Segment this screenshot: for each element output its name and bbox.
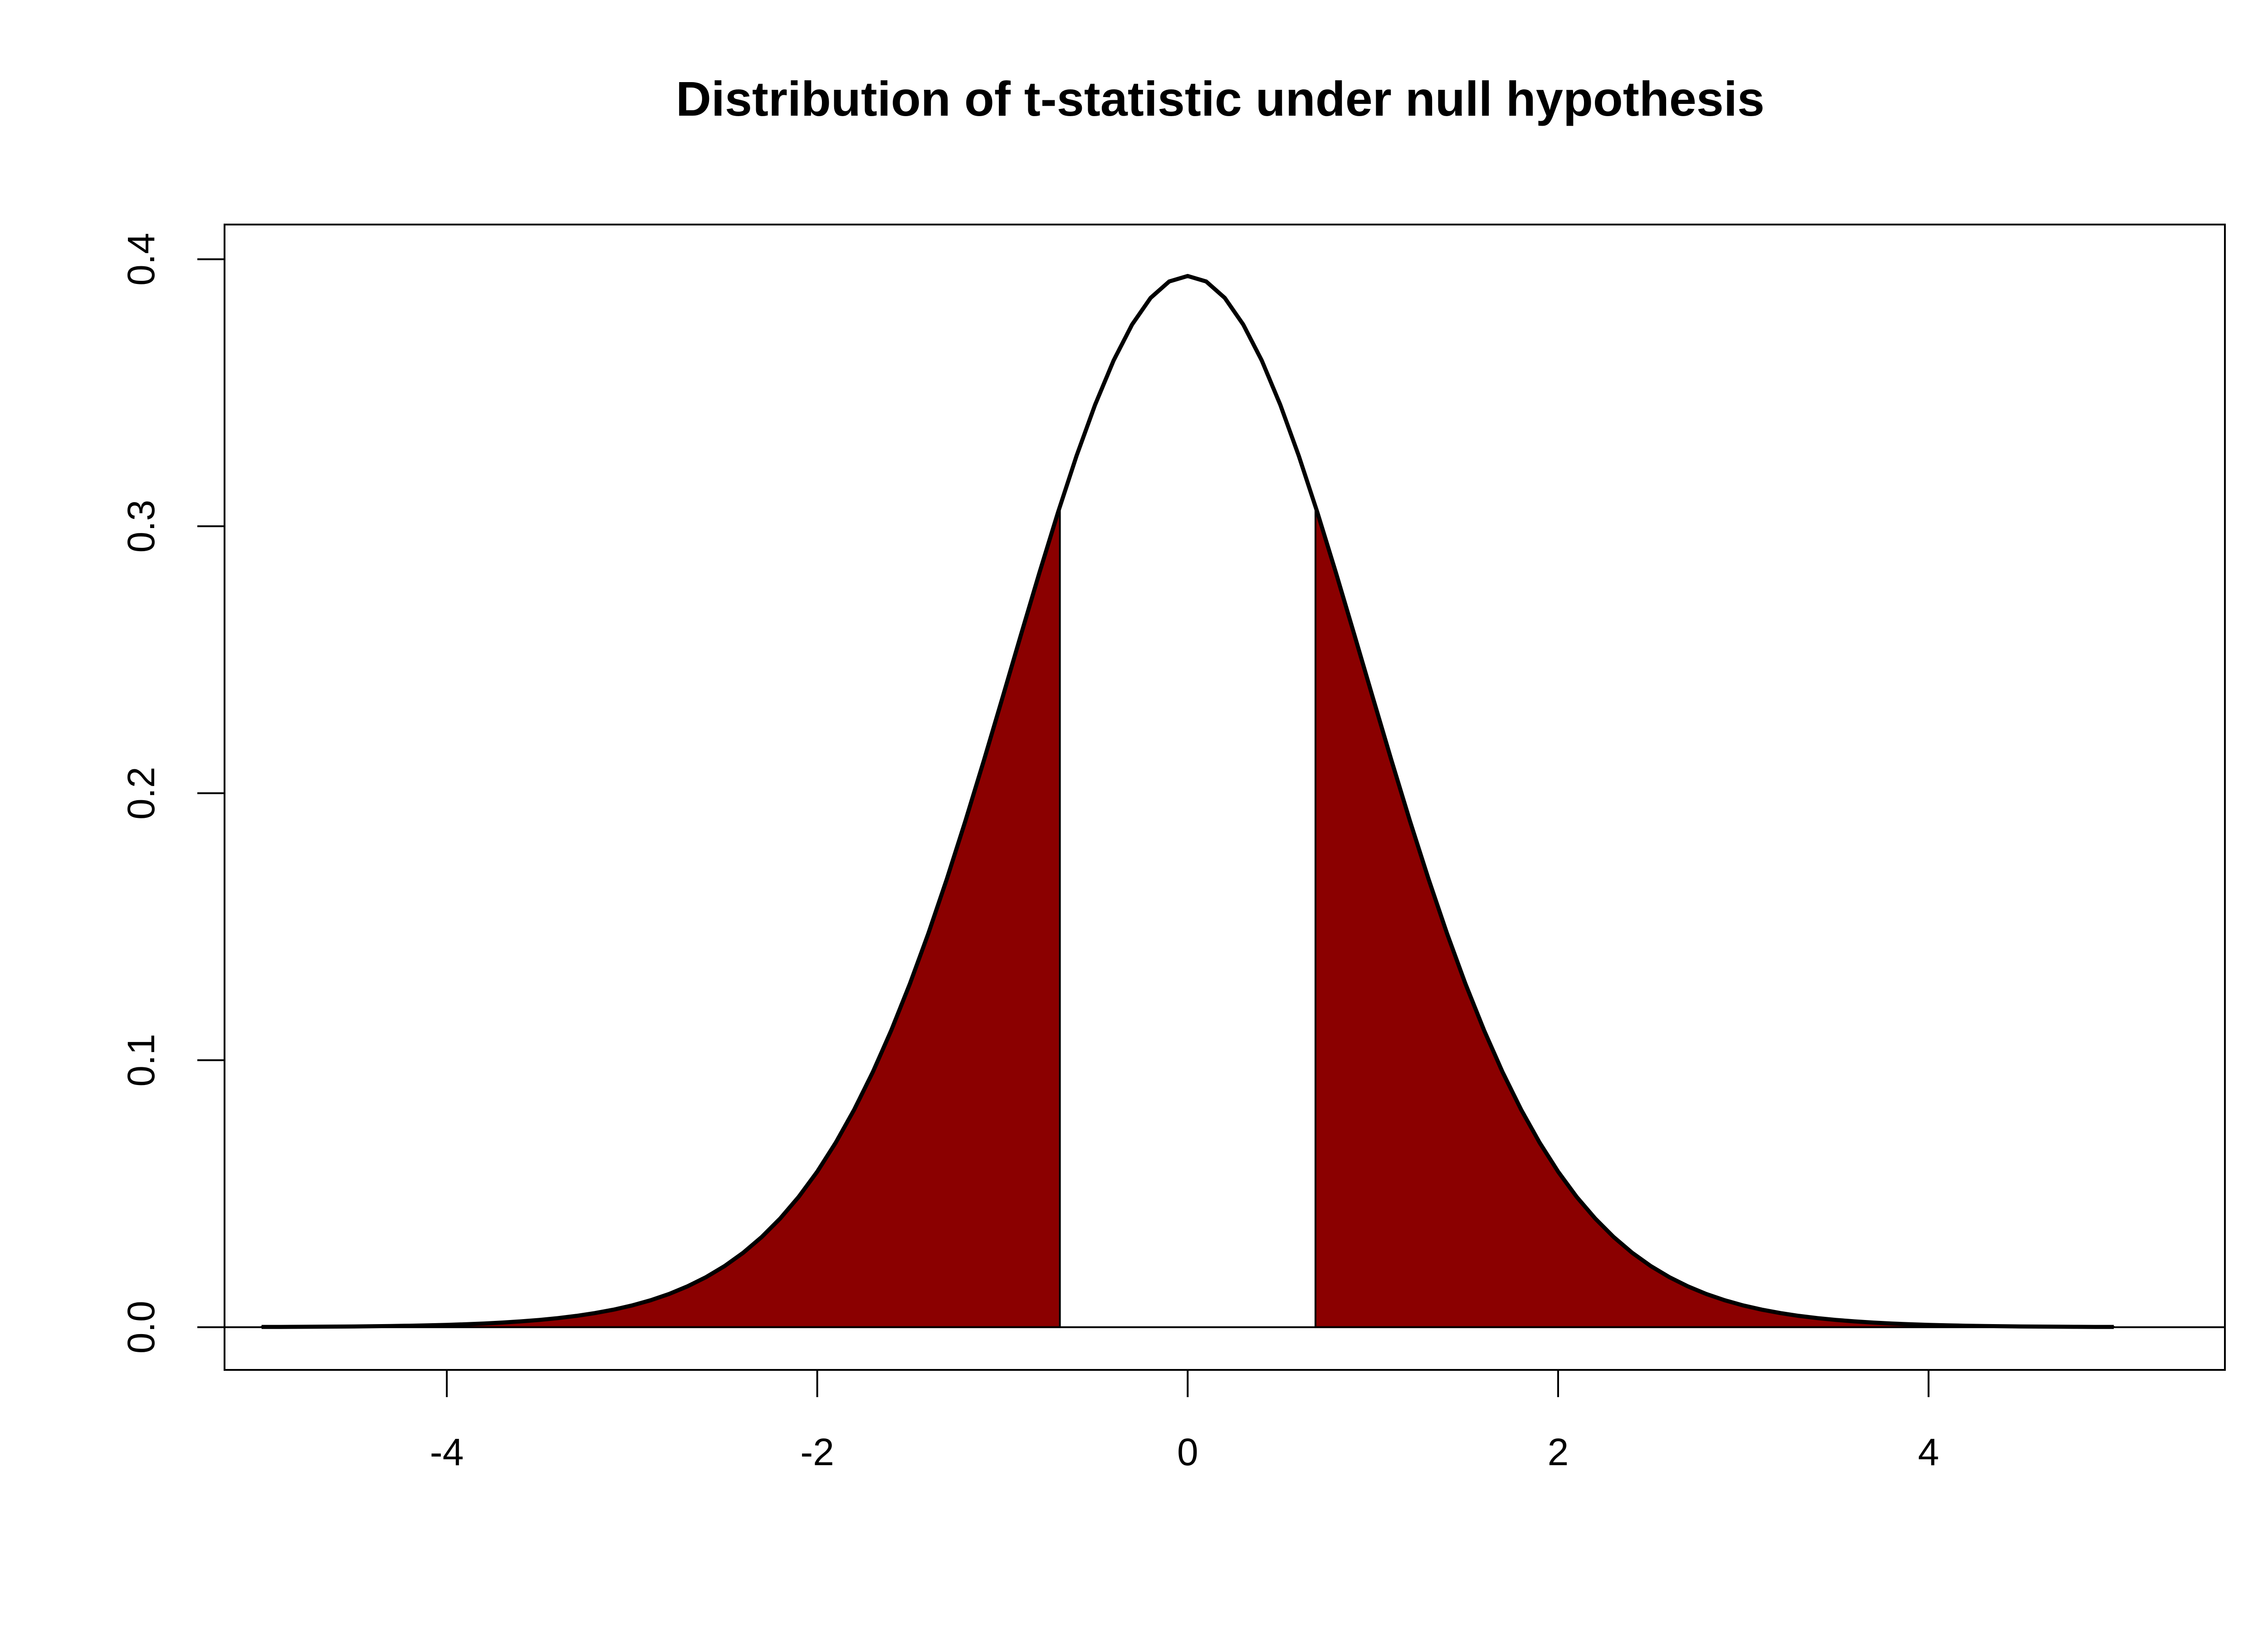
- x-tick-label: -2: [800, 1431, 834, 1473]
- y-tick-label: 0.4: [120, 233, 162, 286]
- density-curve: [261, 274, 2114, 1329]
- shaded-regions: [260, 506, 2115, 1328]
- y-tick-label: 0.0: [120, 1301, 162, 1354]
- chart-title: Distribution of t-statistic under null h…: [676, 71, 1765, 126]
- y-axis: 0.0 0.1 0.2 0.3 0.4: [120, 233, 225, 1354]
- x-tick-label: 0: [1177, 1431, 1198, 1473]
- x-tick-label: 4: [1918, 1431, 1939, 1473]
- y-tick-label: 0.1: [120, 1034, 162, 1087]
- x-tick-label: -4: [430, 1431, 464, 1473]
- y-tick-label: 0.2: [120, 767, 162, 820]
- x-axis: -4 -2 0 2 4: [430, 1369, 1939, 1473]
- plot-frame: [224, 224, 2226, 1371]
- y-tick-label: 0.3: [120, 500, 162, 553]
- density-curve-layer: [261, 274, 2114, 1329]
- left-tail-region: [260, 506, 1061, 1328]
- right-tail-region: [1315, 506, 2115, 1328]
- x-tick-label: 2: [1548, 1431, 1569, 1473]
